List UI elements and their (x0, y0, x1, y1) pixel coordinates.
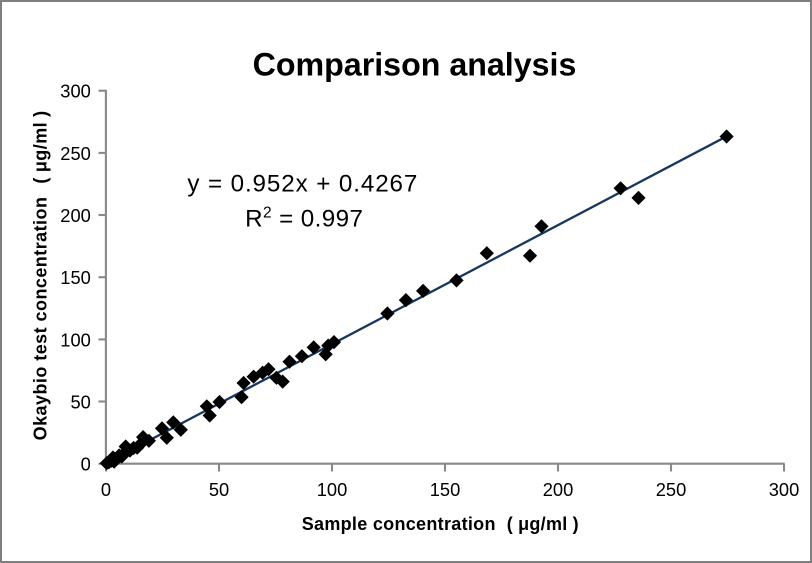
svg-text:0: 0 (81, 454, 91, 475)
svg-text:Sample concentration(μg/ml): Sample concentration(μg/ml) (302, 514, 579, 534)
svg-text:250: 250 (656, 479, 687, 500)
svg-text:300: 300 (60, 81, 91, 102)
svg-text:150: 150 (60, 267, 91, 288)
svg-text:Okaybio test concentration(μg/: Okaybio test concentration(μg/ml) (31, 110, 51, 440)
svg-text:200: 200 (60, 205, 91, 226)
svg-text:50: 50 (70, 392, 90, 413)
svg-text:100: 100 (60, 329, 91, 350)
svg-text:Comparison analysis: Comparison analysis (253, 47, 577, 83)
svg-text:300: 300 (769, 479, 800, 500)
svg-text:150: 150 (430, 479, 461, 500)
svg-text:0: 0 (101, 479, 111, 500)
svg-text:200: 200 (543, 479, 574, 500)
svg-text:250: 250 (60, 143, 91, 164)
svg-text:R2 = 0.997: R2 = 0.997 (245, 205, 363, 233)
svg-text:y = 0.952x + 0.4267: y = 0.952x + 0.4267 (187, 170, 418, 197)
svg-text:100: 100 (317, 479, 348, 500)
svg-text:50: 50 (209, 479, 229, 500)
